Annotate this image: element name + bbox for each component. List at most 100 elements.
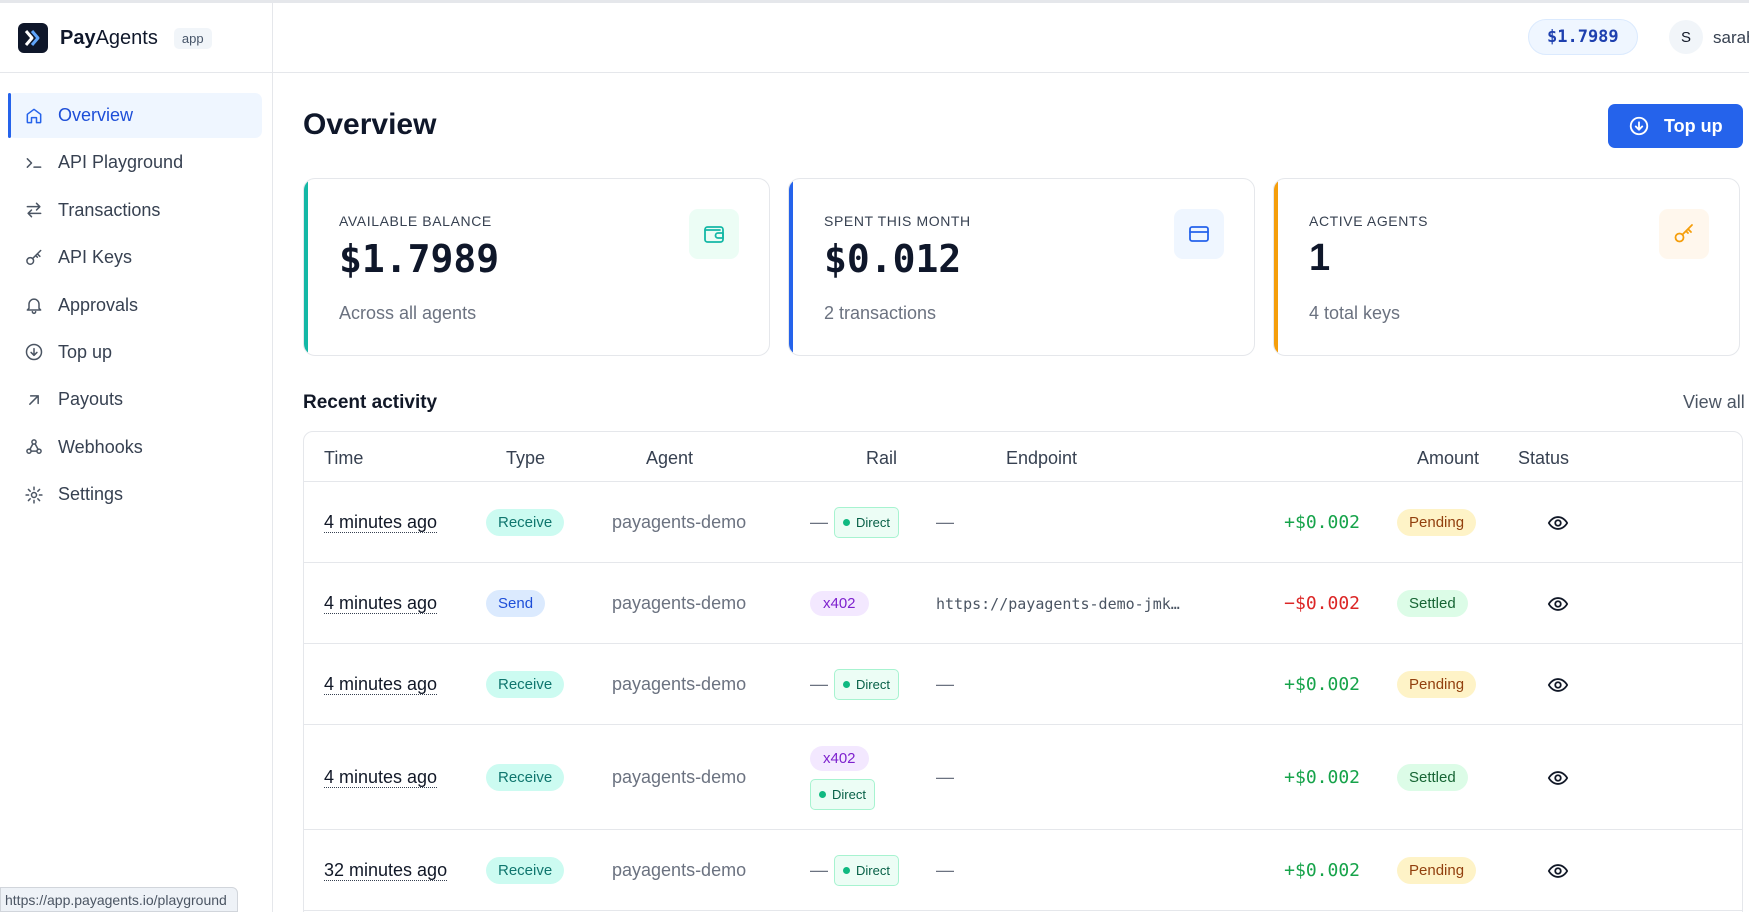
stat-card-available-balance: AVAILABLE BALANCE $1.7989 Across all agent… bbox=[303, 178, 770, 356]
sidebar-item-payouts[interactable]: Payouts bbox=[8, 377, 262, 422]
sidebar-item-settings[interactable]: Settings bbox=[8, 472, 262, 517]
agent-name: payagents-demo bbox=[612, 674, 747, 694]
endpoint: — bbox=[936, 860, 954, 880]
sidebar-item-label: Transactions bbox=[58, 199, 161, 220]
stat-card-active-agents: ACTIVE AGENTS 1 4 total keys bbox=[1273, 178, 1740, 356]
timestamp[interactable]: 32 minutes ago bbox=[324, 860, 448, 881]
page-title: Overview bbox=[303, 108, 437, 141]
status-dot-icon bbox=[843, 681, 850, 688]
table-row[interactable]: 4 minutes ago Receive payagents-demo — Direc… bbox=[304, 644, 1742, 725]
rail-direct-badge: Direct bbox=[834, 507, 899, 538]
eye-icon[interactable] bbox=[1547, 593, 1569, 615]
top-up-button[interactable]: Top up bbox=[1608, 104, 1743, 148]
arrow-down-circle-icon bbox=[24, 342, 44, 362]
user-name[interactable]: sarah bbox=[1713, 28, 1749, 47]
table-row[interactable]: 4 minutes ago Receive payagents-demo x402 Di… bbox=[304, 725, 1742, 830]
stat-card-value: 1 bbox=[1309, 237, 1331, 279]
arrow-up-right-icon bbox=[24, 390, 44, 410]
column-header-endpoint[interactable]: Endpoint bbox=[1006, 448, 1078, 468]
rail-direct-badge: Direct bbox=[834, 669, 899, 700]
rail-dash: — bbox=[810, 860, 828, 880]
sidebar-item-overview[interactable]: Overview bbox=[8, 93, 262, 138]
stat-card-value: $1.7989 bbox=[339, 237, 500, 281]
column-header-time[interactable]: Time bbox=[324, 448, 364, 468]
table-row[interactable]: 4 minutes ago Receive payagents-demo — Direc… bbox=[304, 482, 1742, 563]
sidebar-nav: Overview API Playground Transactions API Ke… bbox=[8, 93, 262, 520]
eye-icon[interactable] bbox=[1547, 512, 1569, 534]
arrows-left-right-icon bbox=[24, 200, 44, 220]
sidebar-item-label: API Keys bbox=[58, 247, 133, 268]
bell-icon bbox=[24, 295, 44, 315]
column-header-type[interactable]: Type bbox=[506, 448, 546, 468]
sidebar-item-api-keys[interactable]: API Keys bbox=[8, 235, 262, 280]
stat-card-subtext: 4 total keys bbox=[1309, 303, 1401, 323]
amount: −$0.002 bbox=[1284, 593, 1360, 614]
top-border bbox=[0, 0, 1749, 3]
amount: +$0.002 bbox=[1284, 512, 1360, 533]
terminal-icon bbox=[24, 153, 44, 173]
sidebar-item-label: Settings bbox=[58, 484, 124, 505]
brand[interactable]: PayAgents app bbox=[18, 23, 212, 53]
status-badge: Pending bbox=[1397, 857, 1477, 884]
status-badge: Pending bbox=[1397, 671, 1477, 698]
sidebar: Overview API Playground Transactions API Ke… bbox=[0, 3, 273, 912]
timestamp[interactable]: 4 minutes ago bbox=[324, 767, 438, 788]
endpoint: — bbox=[936, 674, 954, 694]
endpoint: — bbox=[936, 767, 954, 787]
home-icon bbox=[24, 106, 44, 126]
view-all-link[interactable]: View all bbox=[1683, 392, 1745, 412]
column-header-status[interactable]: Status bbox=[1518, 448, 1570, 468]
sidebar-item-top-up[interactable]: Top up bbox=[8, 330, 262, 375]
payagents-logo-icon bbox=[18, 23, 48, 53]
type-badge: Receive bbox=[486, 671, 565, 698]
status-dot-icon bbox=[819, 790, 826, 798]
sidebar-item-api-playground[interactable]: API Playground bbox=[8, 140, 262, 185]
sidebar-item-transactions[interactable]: Transactions bbox=[8, 188, 262, 233]
credit-card-icon bbox=[1174, 209, 1224, 259]
sidebar-item-approvals[interactable]: Approvals bbox=[8, 283, 262, 328]
rail-direct-badge: Direct bbox=[810, 778, 875, 810]
status-bar-url: https://app.payagents.io/playground bbox=[0, 887, 238, 912]
rail-dash: — bbox=[810, 674, 828, 694]
agent-name: payagents-demo bbox=[612, 593, 747, 613]
amount: +$0.002 bbox=[1284, 674, 1360, 695]
sidebar-item-label: Approvals bbox=[58, 294, 139, 315]
sidebar-item-label: Webhooks bbox=[58, 436, 143, 457]
status-badge: Pending bbox=[1397, 509, 1477, 536]
column-header-rail[interactable]: Rail bbox=[866, 448, 898, 468]
sidebar-brand-area bbox=[0, 3, 272, 73]
agent-name: payagents-demo bbox=[612, 767, 747, 787]
table-row[interactable]: 4 minutes ago Send payagents-demo x402 https… bbox=[304, 563, 1742, 644]
timestamp[interactable]: 4 minutes ago bbox=[324, 593, 438, 614]
endpoint[interactable]: https://payagents-demo-jmk… bbox=[936, 594, 1180, 613]
timestamp[interactable]: 4 minutes ago bbox=[324, 674, 438, 695]
arrow-down-circle-icon bbox=[1628, 115, 1650, 137]
column-header-amount[interactable]: Amount bbox=[1416, 448, 1479, 468]
column-header-agent[interactable]: Agent bbox=[646, 448, 694, 468]
key-icon bbox=[24, 248, 44, 268]
table-row[interactable]: 32 minutes ago Receive payagents-demo — Dire… bbox=[304, 830, 1742, 911]
eye-icon[interactable] bbox=[1547, 767, 1569, 789]
timestamp[interactable]: 4 minutes ago bbox=[324, 512, 438, 533]
stat-card-subtext: Across all agents bbox=[339, 303, 477, 323]
agent-name: payagents-demo bbox=[612, 512, 747, 532]
amount: +$0.002 bbox=[1284, 767, 1360, 788]
header-balance[interactable]: $1.7989 bbox=[1528, 19, 1638, 55]
table-header: Time Type Agent Rail Endpoint Amount Status bbox=[304, 432, 1742, 482]
eye-icon[interactable] bbox=[1547, 860, 1569, 882]
sidebar-item-webhooks[interactable]: Webhooks bbox=[8, 425, 262, 470]
amount: +$0.002 bbox=[1284, 860, 1360, 881]
rail-dash: — bbox=[810, 512, 828, 532]
key-icon bbox=[1659, 209, 1709, 259]
agent-name: payagents-demo bbox=[612, 860, 747, 880]
rail-x402-badge: x402 bbox=[810, 745, 869, 771]
stat-card-label: SPENT THIS MONTH bbox=[824, 213, 971, 229]
type-badge: Receive bbox=[486, 509, 565, 536]
stat-card-label: AVAILABLE BALANCE bbox=[339, 213, 492, 229]
status-dot-icon bbox=[843, 867, 850, 874]
wallet-icon bbox=[689, 209, 739, 259]
sidebar-item-label: Top up bbox=[58, 341, 113, 362]
eye-icon[interactable] bbox=[1547, 674, 1569, 696]
endpoint: — bbox=[936, 512, 954, 532]
avatar[interactable]: S bbox=[1669, 20, 1703, 54]
